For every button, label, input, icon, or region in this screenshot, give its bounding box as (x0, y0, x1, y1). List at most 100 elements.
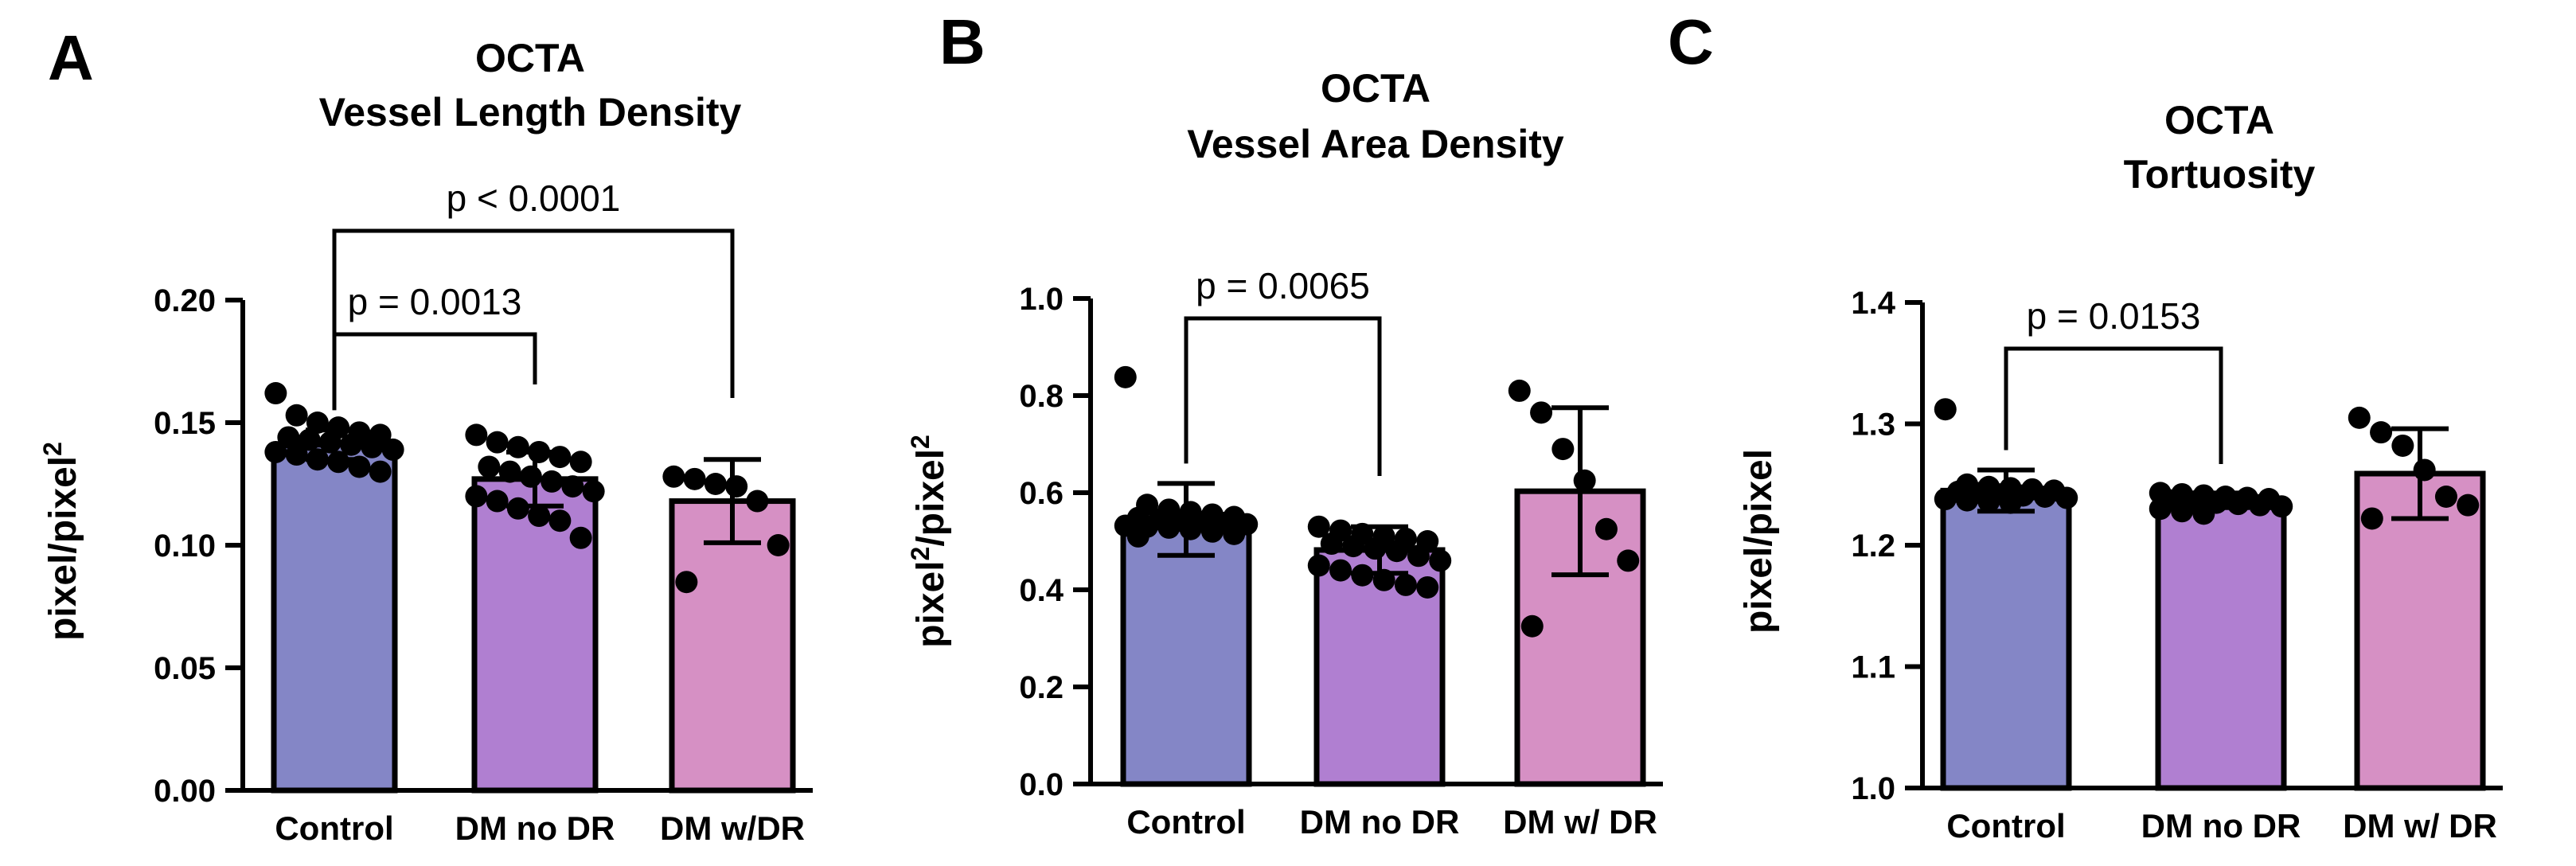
y-axis-label: pixel2/pixel2 (906, 435, 952, 648)
data-point (569, 451, 592, 474)
data-point (1223, 522, 1246, 545)
data-point (506, 497, 529, 520)
data-point (1179, 517, 1202, 540)
x-tick-label: DM w/ DR (1503, 803, 1657, 841)
data-point (1520, 614, 1544, 638)
data-point (2227, 493, 2250, 516)
y-tick-label: 1.3 (1851, 408, 1895, 443)
significance-bracket (1184, 316, 1382, 476)
data-point (548, 446, 572, 469)
data-point (1200, 520, 1224, 543)
data-point (327, 451, 350, 474)
data-point (340, 433, 363, 456)
data-point (2033, 486, 2056, 508)
data-point (541, 470, 564, 493)
y-tick-label: 0.6 (1019, 476, 1064, 511)
bar (2155, 497, 2287, 791)
data-point (569, 526, 592, 549)
y-axis-label: pixel/pixel (1738, 449, 1780, 634)
data-point (1126, 525, 1149, 548)
x-tick-label: DM w/DR (660, 809, 805, 847)
y-tick-label: 0.15 (154, 406, 216, 441)
data-point (1307, 515, 1330, 538)
data-point (561, 475, 584, 498)
data-point (264, 440, 287, 463)
data-point (1394, 573, 1417, 596)
significance-bracket (332, 332, 537, 411)
data-point (2457, 493, 2480, 517)
y-tick-label: 0.0 (1019, 767, 1064, 802)
x-tick-label: Control (1946, 807, 2065, 845)
data-point (285, 404, 308, 427)
data-point (2055, 486, 2078, 509)
p-value-label: p = 0.0013 (348, 281, 522, 322)
data-point (2434, 486, 2457, 508)
data-point (1385, 540, 1408, 563)
data-point (1320, 532, 1343, 556)
y-axis-label: pixel/pixel2 (38, 442, 84, 641)
y-tick-label: 0.4 (1019, 573, 1064, 608)
panel-letter-a: A (48, 22, 94, 93)
data-point (1508, 379, 1531, 402)
data-point (486, 431, 509, 454)
data-point (1429, 549, 1452, 572)
data-point (1956, 489, 1979, 512)
y-tick-label: 0.2 (1019, 670, 1064, 705)
data-point (361, 435, 384, 458)
y-tick-label: 0.10 (154, 529, 216, 564)
chart-title-line-2: Tortuosity (2124, 152, 2316, 197)
x-tick-label: Control (1126, 803, 1245, 841)
data-point (1407, 544, 1430, 568)
data-point (2270, 495, 2293, 518)
y-tick-label: 1.1 (1851, 650, 1895, 685)
p-value-label: p = 0.0065 (1196, 265, 1370, 306)
chart-title-line-1: OCTA (1321, 66, 1430, 111)
data-point (683, 467, 706, 490)
data-point (1934, 398, 1957, 421)
y-tick-label: 1.4 (1851, 286, 1895, 321)
bar (271, 442, 398, 794)
data-point (1551, 438, 1575, 461)
data-point (548, 509, 572, 532)
data-point (478, 455, 501, 478)
data-point (1416, 575, 1439, 599)
data-point (2348, 406, 2371, 429)
data-point (1157, 516, 1181, 539)
data-point (1934, 488, 1957, 511)
data-point (1617, 549, 1640, 572)
data-point (725, 475, 748, 498)
data-point (746, 490, 769, 513)
data-point (277, 426, 300, 449)
data-point (1530, 401, 1553, 424)
panel-a: A OCTA Vessel Length Density pixel/pixel… (38, 22, 813, 847)
bar (1120, 517, 1252, 787)
chart-title-line-2: Vessel Length Density (319, 90, 742, 135)
p-value-label: p = 0.0153 (2027, 295, 2201, 337)
data-point (2413, 458, 2436, 482)
y-tick-label: 0.05 (154, 651, 216, 686)
chart-title-line-2: Vessel Area Density (1187, 122, 1564, 166)
data-point (582, 480, 605, 503)
chart-title-line-1: OCTA (475, 36, 585, 80)
data-point (2370, 421, 2393, 444)
data-point (1342, 535, 1365, 558)
y-tick-label: 1.2 (1851, 529, 1895, 564)
panel-c: C OCTA Tortuosity pixel/pixel 1.0 1.1 1.2 1… (1668, 6, 2503, 845)
significance-bracket (2004, 346, 2223, 464)
data-point (381, 438, 404, 461)
data-point (465, 485, 488, 508)
data-point (2360, 507, 2383, 530)
data-point (2149, 497, 2172, 521)
data-point (2248, 493, 2271, 517)
x-tick-label: DM no DR (455, 809, 615, 847)
data-point (285, 443, 308, 466)
bar (1940, 487, 2072, 791)
data-point (662, 465, 685, 488)
panel-letter-c: C (1668, 6, 1714, 77)
x-tick-label: Control (275, 809, 393, 847)
data-point (2391, 434, 2414, 457)
data-point (1594, 517, 1618, 540)
data-point (465, 423, 488, 447)
data-point (1329, 559, 1352, 582)
chart-title-line-1: OCTA (2164, 98, 2274, 142)
